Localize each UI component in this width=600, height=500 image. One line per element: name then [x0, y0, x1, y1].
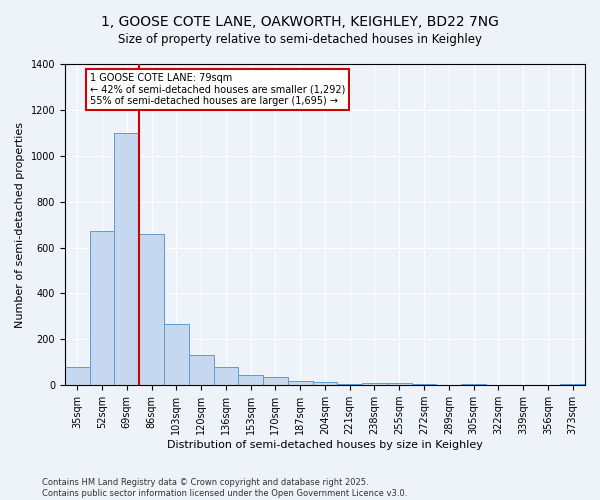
Text: 1 GOOSE COTE LANE: 79sqm
← 42% of semi-detached houses are smaller (1,292)
55% o: 1 GOOSE COTE LANE: 79sqm ← 42% of semi-d…	[89, 73, 345, 106]
X-axis label: Distribution of semi-detached houses by size in Keighley: Distribution of semi-detached houses by …	[167, 440, 483, 450]
Bar	[387, 383, 412, 385]
Bar	[288, 380, 313, 385]
Bar	[214, 367, 238, 385]
Bar	[164, 324, 189, 385]
Bar	[362, 383, 387, 385]
Text: Contains HM Land Registry data © Crown copyright and database right 2025.
Contai: Contains HM Land Registry data © Crown c…	[42, 478, 407, 498]
Bar	[189, 356, 214, 385]
Bar	[139, 234, 164, 385]
Bar	[263, 377, 288, 385]
Bar	[461, 384, 486, 385]
Text: Size of property relative to semi-detached houses in Keighley: Size of property relative to semi-detach…	[118, 32, 482, 46]
Bar	[337, 384, 362, 385]
Bar	[313, 382, 337, 385]
Bar	[238, 375, 263, 385]
Bar	[65, 367, 89, 385]
Bar	[560, 384, 585, 385]
Bar	[412, 384, 436, 385]
Bar	[89, 232, 115, 385]
Text: 1, GOOSE COTE LANE, OAKWORTH, KEIGHLEY, BD22 7NG: 1, GOOSE COTE LANE, OAKWORTH, KEIGHLEY, …	[101, 15, 499, 29]
Bar	[115, 133, 139, 385]
Y-axis label: Number of semi-detached properties: Number of semi-detached properties	[15, 122, 25, 328]
